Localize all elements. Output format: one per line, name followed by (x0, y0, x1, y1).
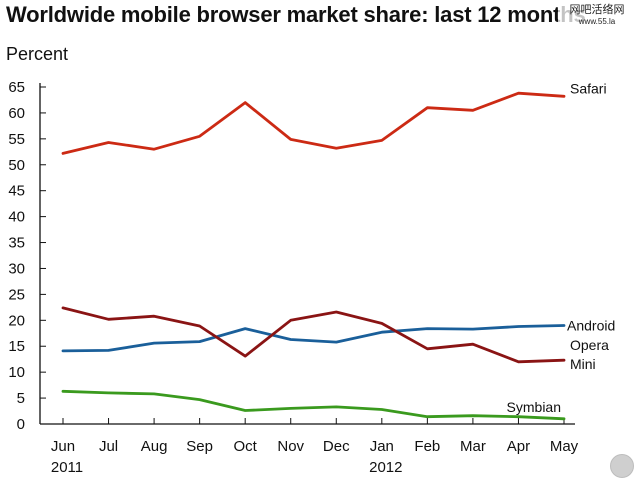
site-watermark: 网吧活络网 www.55.la (558, 4, 636, 26)
y-tick-label: 30 (8, 260, 25, 277)
x-tick-label: Dec (323, 438, 350, 455)
axes (39, 83, 575, 425)
y-tick-label: 15 (8, 338, 25, 355)
series-labels: Safari Android Opera Mini Symbian (507, 80, 616, 414)
y-tick-label: 65 (8, 79, 25, 96)
series-line-safari (61, 91, 566, 155)
x-tick-label: Aug (141, 438, 168, 455)
series-lines (61, 91, 566, 421)
y-tick-label: 10 (8, 364, 25, 381)
x-tick-label: Mar (460, 438, 486, 455)
ars-logo-icon (610, 454, 634, 478)
series-line-opera-mini (61, 306, 566, 364)
series-line-symbian (61, 389, 566, 421)
year-label: 2012 (369, 459, 402, 476)
y-tick-label: 35 (8, 235, 25, 252)
chart-title: Worldwide mobile browser market share: l… (6, 2, 586, 27)
y-tick-label: 50 (8, 157, 25, 174)
y-tick-label: 45 (8, 183, 25, 200)
watermark-url: www.55.la (578, 17, 616, 26)
series-label-android: Android (567, 317, 615, 333)
x-tick-label: Sep (186, 438, 213, 455)
y-tick-label: 55 (8, 131, 25, 148)
series-label-safari: Safari (570, 80, 607, 96)
series-label-opera-mini: Opera Mini (570, 337, 609, 372)
y-tick-label: 25 (8, 286, 25, 303)
x-tick-label: Jul (99, 438, 118, 455)
series-label-symbian: Symbian (507, 399, 561, 415)
x-tick-label: Feb (414, 438, 440, 455)
x-tick-label: Oct (234, 438, 258, 455)
y-tick-label: 40 (8, 209, 25, 226)
y-tick-label: 60 (8, 105, 25, 122)
y-tick-label: 0 (17, 416, 25, 433)
x-tick-label: Jun (51, 438, 75, 455)
x-tick-label: Nov (277, 438, 304, 455)
year-label: 2011 (51, 459, 83, 476)
x-tick-label: Apr (507, 438, 530, 455)
y-tick-label: 20 (8, 312, 25, 329)
y-tick-label: 5 (17, 390, 25, 407)
series-line-android (61, 324, 566, 353)
y-axis-label: Percent (6, 44, 69, 64)
tick-labels: 0 5 10 15 20 25 30 35 40 45 50 55 60 65 Jun Jul Aug Sep Oc… (8, 79, 578, 476)
x-tick-label: Jan (370, 438, 394, 455)
watermark-text: 网吧活络网 (569, 4, 625, 16)
x-tick-label: May (550, 438, 579, 455)
